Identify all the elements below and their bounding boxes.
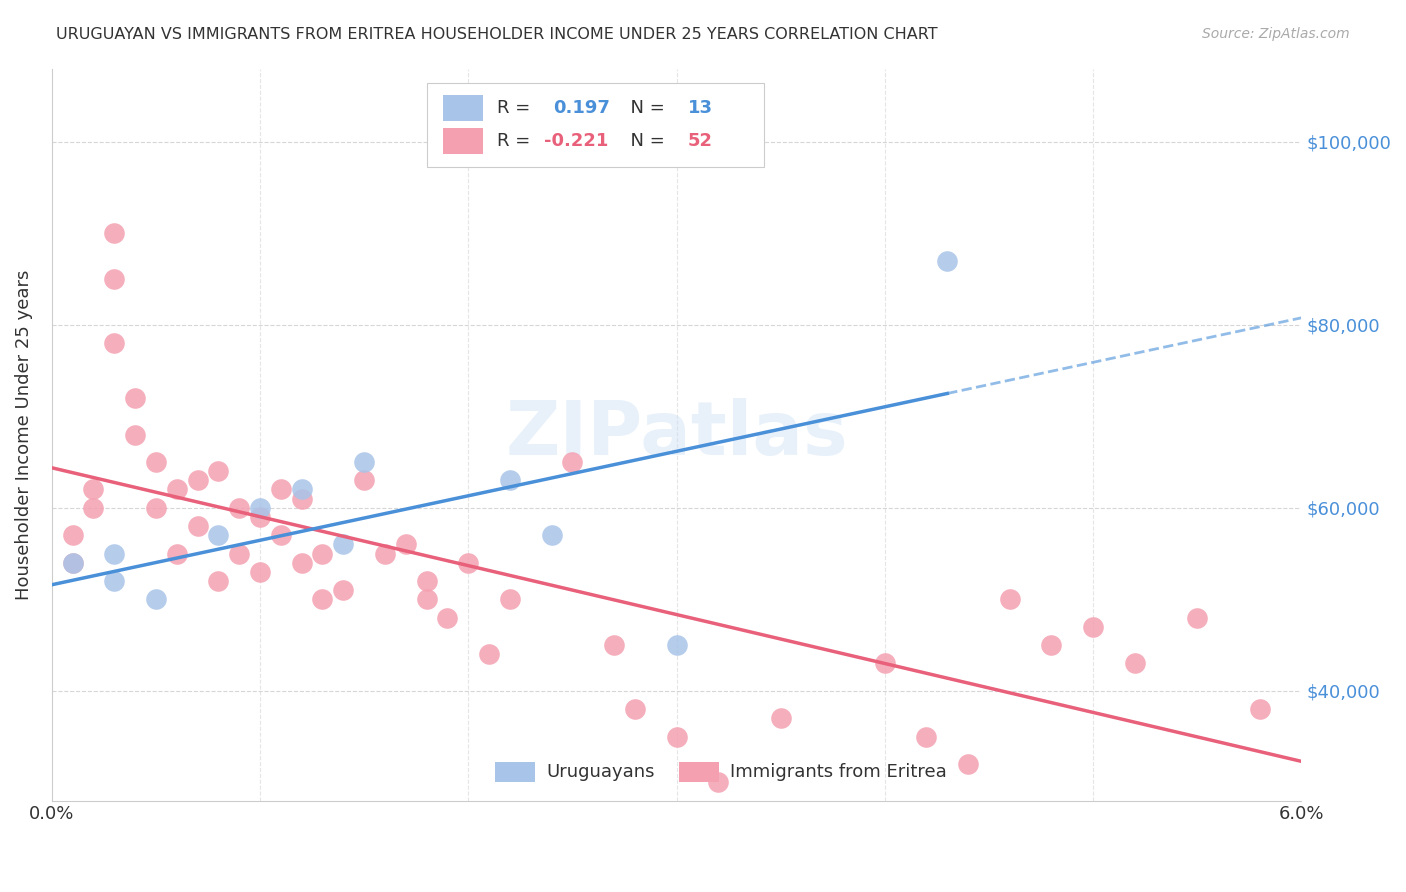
FancyBboxPatch shape <box>426 83 763 168</box>
Point <box>249 565 271 579</box>
Point <box>82 500 104 515</box>
Text: N =: N = <box>619 99 671 117</box>
Point <box>1081 620 1104 634</box>
Text: Source: ZipAtlas.com: Source: ZipAtlas.com <box>1202 27 1350 41</box>
FancyBboxPatch shape <box>443 95 482 121</box>
Point <box>207 464 229 478</box>
Point <box>457 556 479 570</box>
Point <box>186 519 208 533</box>
Point <box>249 500 271 515</box>
Text: URUGUAYAN VS IMMIGRANTS FROM ERITREA HOUSEHOLDER INCOME UNDER 25 YEARS CORRELATI: URUGUAYAN VS IMMIGRANTS FROM ERITREA HOU… <box>56 27 938 42</box>
Point <box>915 730 938 744</box>
Point <box>1185 610 1208 624</box>
Point <box>103 574 125 588</box>
Text: ZIPatlas: ZIPatlas <box>505 398 848 471</box>
Point <box>207 528 229 542</box>
Point <box>103 547 125 561</box>
Point <box>957 757 980 772</box>
Point <box>1040 638 1063 652</box>
Point <box>62 556 84 570</box>
Point <box>228 500 250 515</box>
Point <box>936 253 959 268</box>
Point <box>707 775 730 789</box>
Text: 52: 52 <box>688 132 713 150</box>
Point <box>540 528 562 542</box>
Text: 13: 13 <box>688 99 713 117</box>
Y-axis label: Householder Income Under 25 years: Householder Income Under 25 years <box>15 269 32 599</box>
FancyBboxPatch shape <box>443 128 482 154</box>
Point <box>436 610 458 624</box>
Point <box>186 473 208 487</box>
Point <box>415 592 437 607</box>
Point <box>207 574 229 588</box>
Point <box>270 528 292 542</box>
Point <box>103 272 125 286</box>
Point <box>270 483 292 497</box>
Point <box>332 537 354 551</box>
Point <box>769 711 792 725</box>
FancyBboxPatch shape <box>495 762 536 782</box>
Point <box>499 592 522 607</box>
Point <box>145 592 167 607</box>
Point <box>249 510 271 524</box>
Text: Uruguayans: Uruguayans <box>547 763 655 781</box>
Point <box>82 483 104 497</box>
Point <box>62 528 84 542</box>
Point <box>291 483 314 497</box>
Point <box>124 427 146 442</box>
Point <box>873 657 896 671</box>
Point <box>415 574 437 588</box>
Point <box>311 592 333 607</box>
Point <box>103 226 125 240</box>
Text: R =: R = <box>496 132 536 150</box>
Point <box>311 547 333 561</box>
Point <box>353 455 375 469</box>
Point <box>374 547 396 561</box>
Point <box>478 647 501 661</box>
Point <box>624 702 647 716</box>
Point <box>561 455 583 469</box>
Text: Immigrants from Eritrea: Immigrants from Eritrea <box>730 763 948 781</box>
Point <box>291 556 314 570</box>
Text: R =: R = <box>496 99 536 117</box>
Point <box>62 556 84 570</box>
Point <box>145 500 167 515</box>
Point <box>332 583 354 598</box>
Point <box>998 592 1021 607</box>
Point <box>1123 657 1146 671</box>
Point <box>665 638 688 652</box>
Point <box>603 638 626 652</box>
Point <box>103 336 125 351</box>
FancyBboxPatch shape <box>679 762 718 782</box>
Point <box>166 483 188 497</box>
Point <box>124 391 146 405</box>
Point <box>1249 702 1271 716</box>
Text: N =: N = <box>619 132 671 150</box>
Point <box>395 537 418 551</box>
Point <box>166 547 188 561</box>
Point <box>353 473 375 487</box>
Point <box>291 491 314 506</box>
Point <box>499 473 522 487</box>
Point <box>665 730 688 744</box>
Point <box>145 455 167 469</box>
Text: 0.197: 0.197 <box>553 99 610 117</box>
Text: -0.221: -0.221 <box>544 132 609 150</box>
Point <box>228 547 250 561</box>
